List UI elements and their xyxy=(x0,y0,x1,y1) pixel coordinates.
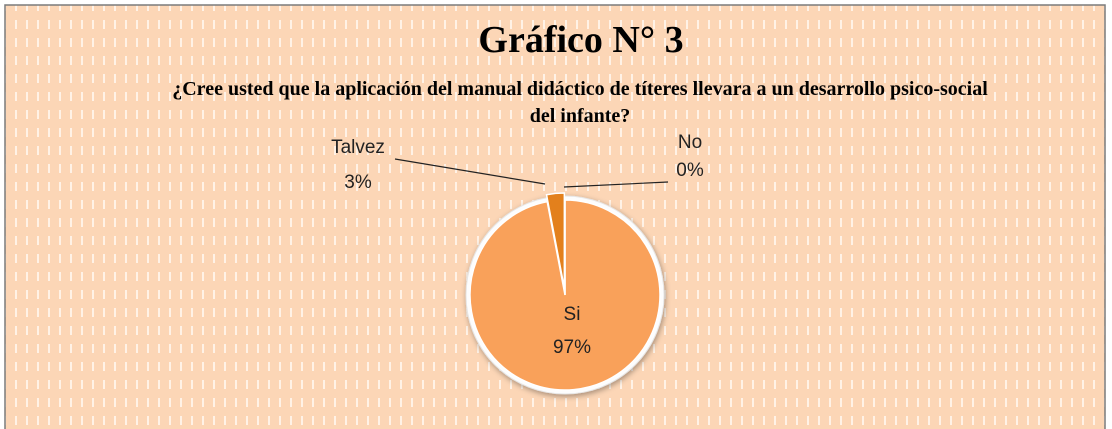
chart-subtitle: ¿Cree usted que la aplicación del manual… xyxy=(172,78,988,127)
pie-slice xyxy=(545,192,566,289)
slice-value-label: 0% xyxy=(676,160,704,181)
slice-value-label: 3% xyxy=(344,172,372,193)
leader-line xyxy=(394,158,546,185)
slice-label: Talvez xyxy=(331,137,385,158)
slice-label: No xyxy=(678,132,702,153)
slice-label: Si xyxy=(564,304,581,325)
pie: Si 97% Talvez 3% No 0% xyxy=(331,132,704,395)
chart-title: Gráfico N° 3 xyxy=(478,19,684,61)
leader-line xyxy=(563,181,669,188)
slice-value-label: 97% xyxy=(553,337,591,358)
